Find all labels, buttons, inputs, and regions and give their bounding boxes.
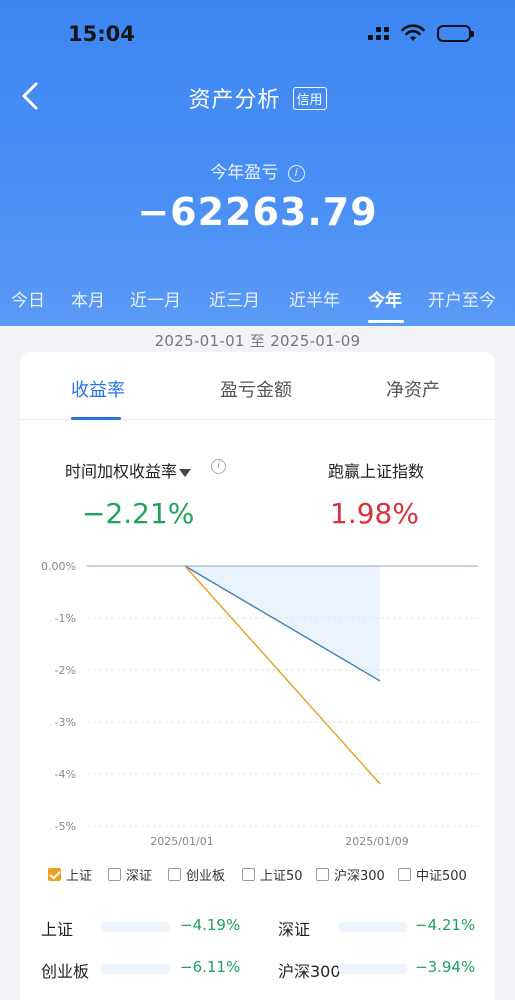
period-this-year[interactable]: 今年: [368, 291, 402, 311]
x-tick-label: 2025/01/09: [345, 835, 408, 848]
index-value: −3.94%: [415, 958, 476, 976]
legend-label: 沪深300: [334, 869, 385, 884]
tab-pl-amount[interactable]: 盈亏金额: [220, 380, 292, 401]
index-line-sh: [184, 565, 381, 785]
index-name: 沪深300: [278, 962, 341, 981]
return-chart: 0.00% -1% -2% -3% -4% -5% 2025/01/01 2025/01/09: [41, 560, 478, 848]
info-icon[interactable]: i: [287, 164, 305, 182]
checkbox-icon[interactable]: [242, 868, 255, 881]
twr-label-text: 时间加权收益率: [65, 462, 178, 481]
index-bar: [100, 922, 170, 932]
period-since-opening[interactable]: 开户至今: [428, 291, 496, 311]
pl-label-text: 今年盈亏: [210, 163, 279, 183]
y-tick-label: -5%: [55, 820, 76, 833]
legend-zz500[interactable]: 中证500: [398, 865, 467, 884]
tab-return-rate[interactable]: 收益率: [71, 380, 125, 401]
wifi-icon: [401, 24, 425, 41]
twr-label[interactable]: 时间加权收益率: [65, 458, 192, 482]
checkbox-icon[interactable]: [316, 868, 329, 881]
caret-down-icon[interactable]: [179, 468, 192, 477]
period-this-month[interactable]: 本月: [71, 291, 105, 311]
period-half-year[interactable]: 近半年: [289, 291, 340, 311]
status-bar: 15:04: [0, 0, 515, 70]
pl-value: −62263.79: [137, 190, 378, 234]
index-name: 创业板: [41, 962, 90, 981]
period-today[interactable]: 今日: [11, 291, 45, 311]
battery-icon: [437, 24, 474, 42]
y-tick-label: -4%: [55, 768, 76, 781]
header-background: [0, 0, 515, 326]
index-bar: [338, 922, 408, 932]
y-tick-label: -1%: [55, 612, 76, 625]
x-tick-label: 2025/01/01: [150, 835, 213, 848]
tab-active-indicator: [71, 417, 121, 420]
checkbox-icon[interactable]: [48, 868, 61, 881]
pl-label: 今年盈亏 i: [0, 158, 515, 183]
legend-sz[interactable]: 深证: [108, 865, 152, 884]
legend-label: 上证50: [260, 869, 303, 884]
legend-label: 创业板: [186, 869, 226, 884]
tab-net-assets[interactable]: 净资产: [386, 380, 440, 401]
page-title: 资产分析 信用: [0, 82, 515, 114]
status-icons: [368, 24, 474, 42]
beat-index-label: 跑赢上证指数: [328, 462, 425, 481]
back-button[interactable]: [14, 78, 50, 114]
index-bar: [338, 964, 408, 974]
legend-label: 深证: [126, 869, 153, 884]
index-row: 创业板 −6.11% 沪深300 −3.94%: [20, 958, 495, 982]
portfolio-line: [184, 565, 381, 682]
legend-sh[interactable]: 上证: [48, 865, 92, 884]
twr-value: −2.21%: [82, 497, 195, 530]
legend-label: 中证500: [416, 869, 467, 884]
y-tick-label: -3%: [55, 716, 76, 729]
status-time: 15:04: [68, 22, 135, 46]
index-row: 上证 −4.19% 深证 −4.21%: [20, 916, 495, 940]
checkbox-icon[interactable]: [398, 868, 411, 881]
chart-legend: 上证 深证 创业板 上证50 沪深300 中证500: [20, 865, 495, 887]
date-range: 2025-01-01 至 2025-01-09: [154, 332, 361, 350]
period-active-indicator: [368, 320, 404, 323]
legend-hs300[interactable]: 沪深300: [316, 865, 385, 884]
index-name: 深证: [278, 920, 311, 939]
index-value: −4.19%: [180, 916, 241, 934]
y-tick-label: -2%: [55, 664, 76, 677]
legend-label: 上证: [66, 869, 93, 884]
y-tick-label: 0.00%: [41, 560, 76, 573]
analysis-card: 收益率 盈亏金额 净资产 时间加权收益率 i −2.21% 跑赢上证指数 1.9…: [20, 352, 495, 1000]
analysis-tabs: 收益率 盈亏金额 净资产: [20, 352, 495, 420]
period-1-month[interactable]: 近一月: [130, 291, 181, 311]
period-3-months[interactable]: 近三月: [209, 291, 260, 311]
checkbox-icon[interactable]: [168, 868, 181, 881]
index-name: 上证: [41, 920, 74, 939]
index-value: −4.21%: [415, 916, 476, 934]
info-icon[interactable]: i: [211, 459, 226, 474]
legend-sh50[interactable]: 上证50: [242, 865, 303, 884]
checkbox-icon[interactable]: [108, 868, 121, 881]
page-title-text: 资产分析: [188, 88, 281, 113]
legend-cyb[interactable]: 创业板: [168, 865, 225, 884]
index-bar: [100, 964, 170, 974]
index-value: −6.11%: [180, 958, 241, 976]
period-tabs: 今日 本月 近一月 近三月 近半年 今年 开户至今: [0, 286, 515, 324]
credit-tag: 信用: [292, 86, 327, 110]
signal-icon: [368, 26, 389, 40]
beat-index-value: 1.98%: [330, 497, 419, 530]
nav-bar: 资产分析 信用: [0, 70, 515, 122]
